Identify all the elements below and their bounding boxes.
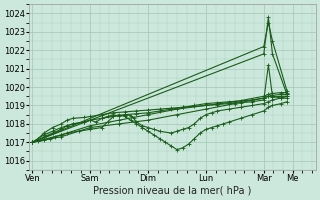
- X-axis label: Pression niveau de la mer( hPa ): Pression niveau de la mer( hPa ): [93, 186, 252, 196]
